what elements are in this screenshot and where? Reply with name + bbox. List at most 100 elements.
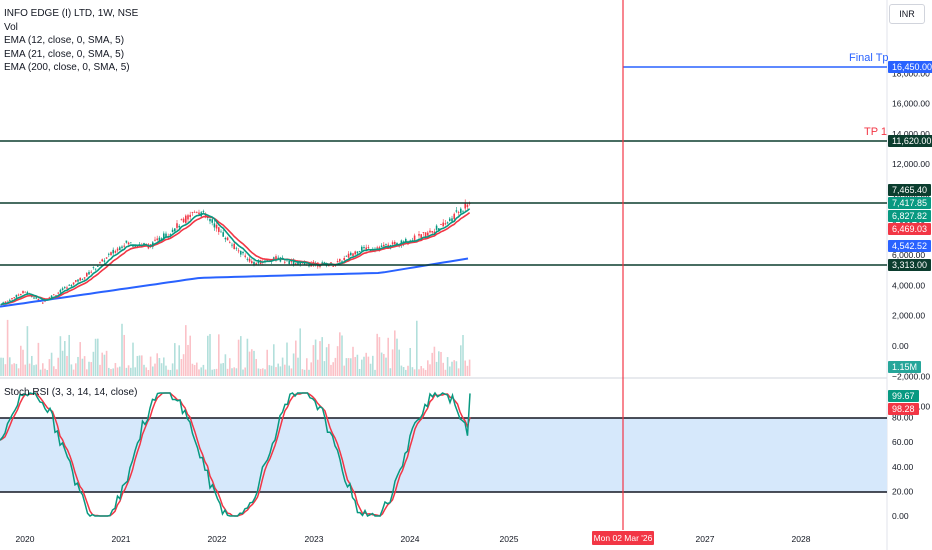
volume-bar	[167, 369, 169, 376]
candle-body	[92, 267, 95, 268]
volume-bar	[112, 368, 114, 376]
chart-legend: INFO EDGE (I) LTD, 1W, NSE Vol EMA (12, …	[4, 7, 138, 75]
volume-bar	[369, 363, 372, 376]
candle-body	[240, 251, 242, 255]
volume-bar	[193, 365, 196, 376]
candle-body	[180, 219, 183, 221]
price-tag-ema12: 6,827.82	[888, 210, 932, 222]
candle-body	[66, 287, 68, 289]
volume-bar	[268, 365, 271, 376]
candle-body	[101, 259, 103, 262]
volume-bar	[50, 352, 53, 376]
candle-body	[176, 223, 178, 228]
candle-body	[330, 262, 332, 263]
candle-body	[127, 242, 130, 245]
volume-bar	[4, 364, 7, 376]
price-axis-tick: 0.00	[892, 341, 909, 351]
candle-body	[110, 252, 112, 256]
volume-bar	[64, 341, 66, 376]
volume-bar	[440, 351, 442, 376]
candle-body	[193, 211, 196, 213]
candle-body	[237, 250, 240, 252]
candle-body	[462, 210, 464, 212]
candle-body	[255, 263, 257, 266]
candle-body	[413, 235, 416, 241]
candle-body	[182, 218, 185, 223]
indicator-ema200[interactable]: EMA (200, close, 0, SMA, 5)	[4, 62, 130, 73]
candle-body	[94, 268, 97, 270]
volume-bar	[202, 364, 205, 376]
volume-bar	[33, 365, 35, 376]
volume-bar	[354, 357, 356, 376]
volume-bar	[424, 369, 427, 376]
volume-bar	[103, 354, 106, 376]
time-axis[interactable]: 2020 2021 2022 2023 2024 2025 2027 2028	[16, 534, 811, 544]
final-tp-label: Final Tp	[849, 52, 889, 64]
volume-bar	[237, 339, 240, 376]
candle-body	[385, 243, 387, 245]
volume-bar	[97, 338, 99, 376]
indicator-ema12[interactable]: EMA (12, close, 0, SMA, 5)	[4, 35, 125, 46]
volume-bar	[79, 342, 81, 376]
stoch-axis-tick: 0.00	[892, 511, 909, 521]
volume-bar	[429, 364, 431, 376]
volume-bar	[347, 358, 350, 376]
indicator-ema21[interactable]: EMA (21, close, 0, SMA, 5)	[4, 48, 125, 60]
volume-bar	[178, 345, 180, 376]
candle-body	[17, 294, 20, 296]
candle-body	[198, 212, 200, 215]
candle-body	[163, 233, 165, 240]
time-axis-tick: 2024	[401, 534, 420, 544]
volume-bar	[435, 361, 438, 376]
currency-selector[interactable]: INR	[889, 4, 925, 24]
volume-bar	[90, 362, 92, 376]
volume-bar	[81, 358, 84, 376]
indicator-vol[interactable]: Vol	[4, 21, 18, 33]
candle-body	[132, 245, 134, 247]
symbol-title[interactable]: INFO EDGE (I) LTD, 1W, NSE	[4, 8, 139, 19]
volume-bar	[37, 342, 40, 376]
candle-body	[90, 271, 92, 273]
volume-bar	[310, 362, 312, 376]
candle-body	[319, 266, 321, 267]
time-axis-tick: 2021	[112, 534, 131, 544]
candle-body	[209, 218, 211, 222]
candle-body	[435, 225, 438, 230]
price-axis-tick: 2,000.00	[892, 311, 925, 321]
candle-body	[116, 248, 119, 251]
volume-bar	[15, 363, 18, 376]
volume-bar	[292, 353, 295, 376]
volume-bar	[389, 368, 392, 376]
volume-bar	[224, 354, 227, 376]
volume-bar	[75, 363, 77, 376]
volume-bar	[39, 369, 42, 376]
volume-bar	[277, 363, 279, 376]
volume-bar	[66, 355, 68, 376]
stoch-axis[interactable]: 80.00 60.00 40.00 20.00 0.00	[892, 413, 914, 521]
volume-bar	[365, 352, 367, 376]
volume-bar	[196, 362, 198, 376]
volume-bar	[376, 333, 378, 376]
volume-bar	[88, 361, 90, 376]
candle-body	[336, 261, 339, 263]
volume-bar	[114, 363, 117, 376]
volume-bar	[169, 369, 172, 376]
volume-bar	[449, 366, 451, 376]
volume-bar	[312, 345, 315, 376]
volume-bar	[158, 358, 161, 376]
volume-bar	[336, 346, 339, 376]
volume-bar	[372, 355, 374, 376]
volume-bar	[385, 357, 387, 376]
candle-body	[121, 246, 123, 248]
volume-bar	[215, 368, 218, 376]
volume-bars	[0, 319, 471, 376]
volume-bar	[53, 366, 55, 376]
candle-body	[70, 285, 73, 287]
candle-body	[394, 241, 396, 245]
volume-bar	[105, 350, 108, 376]
candle-body	[248, 258, 251, 262]
stoch-rsi-legend[interactable]: Stoch RSI (3, 3, 14, 14, close)	[4, 387, 138, 398]
candle-body	[308, 265, 310, 267]
volume-bar	[281, 357, 284, 376]
